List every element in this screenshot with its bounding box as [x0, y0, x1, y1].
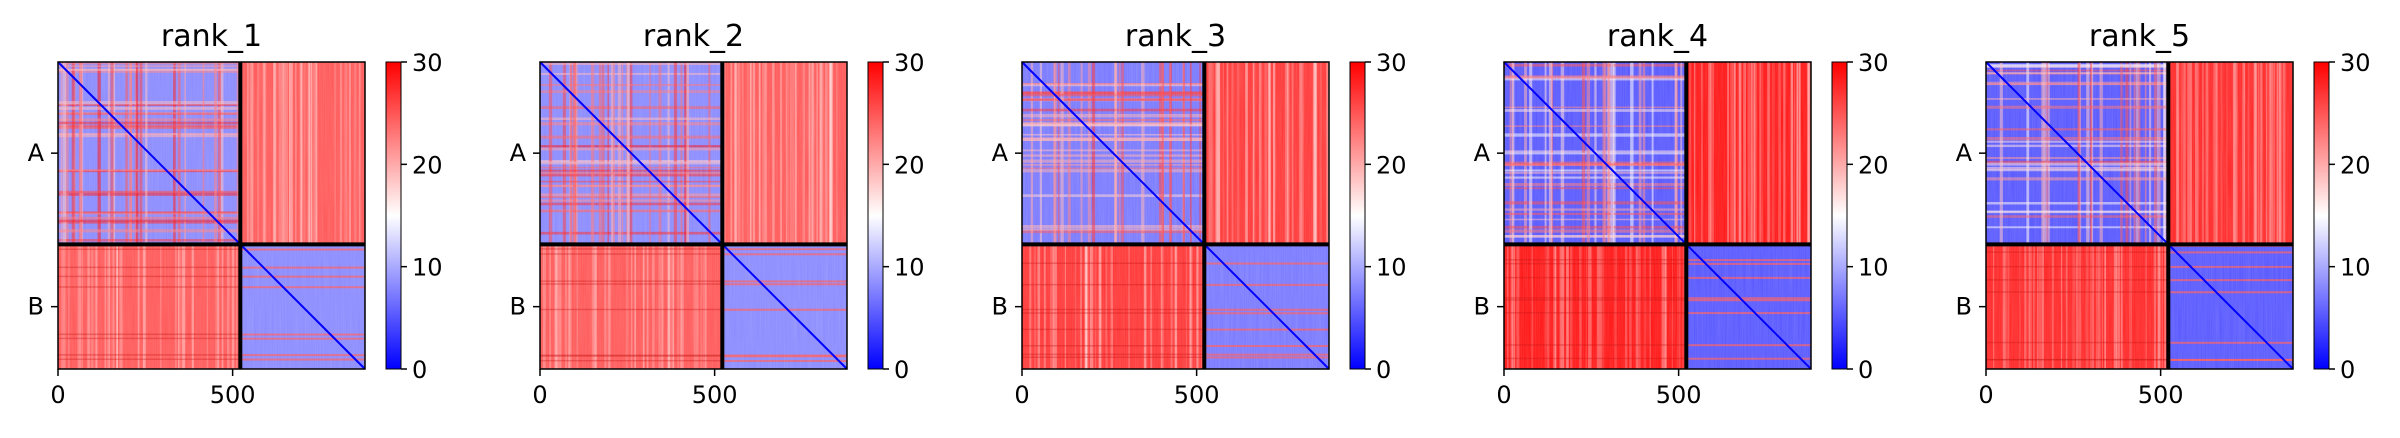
colorbar-tick-label: 20: [1858, 151, 1889, 179]
panel-title: rank_4: [1607, 19, 1708, 54]
panel-title: rank_1: [161, 19, 262, 54]
y-tick-label: A: [1956, 139, 1973, 167]
colorbar-tick-label: 20: [412, 151, 443, 179]
y-tick-label: B: [510, 293, 526, 321]
colorbar-frame: [385, 61, 402, 370]
colorbar-tick-label: 0: [1858, 356, 1873, 384]
axes-frame: [1021, 61, 1330, 370]
y-tick-label: B: [992, 293, 1008, 321]
heatmap-panel: rank_4 0 500 A B 0 10 20 30: [1474, 19, 1889, 409]
x-tick-label: 500: [1174, 381, 1220, 409]
diagonal-line: [1985, 61, 2294, 370]
axes-frame: [1503, 61, 1812, 370]
x-tick-label: 0: [532, 381, 547, 409]
colorbar-frame: [1349, 61, 1366, 370]
heatmap-panel: rank_1 0 500 A B 0 10 20 30: [28, 19, 443, 409]
colorbar-frame: [2313, 61, 2330, 370]
colorbar-tick-label: 20: [894, 151, 925, 179]
colorbar-frame: [867, 61, 884, 370]
colorbar-tick-label: 10: [894, 254, 925, 282]
x-tick-label: 0: [50, 381, 65, 409]
colorbar-tick-label: 20: [1376, 151, 1407, 179]
colorbar-tick-label: 30: [1376, 49, 1407, 77]
colorbar-tick-label: 0: [2340, 356, 2355, 384]
colorbar-tick-label: 10: [412, 254, 443, 282]
axes-frame: [539, 61, 848, 370]
x-tick-label: 500: [2138, 381, 2184, 409]
y-tick-label: A: [28, 139, 45, 167]
axes-frame: [57, 61, 366, 370]
colorbar: [1350, 62, 1365, 369]
x-tick-label: 0: [1014, 381, 1029, 409]
colorbar-tick-label: 0: [894, 356, 909, 384]
colorbar-tick-label: 10: [2340, 254, 2371, 282]
colorbar-tick-label: 30: [1858, 49, 1889, 77]
panel-title: rank_3: [1125, 19, 1226, 54]
y-tick-label: A: [1474, 139, 1491, 167]
colorbar-tick-label: 10: [1376, 254, 1407, 282]
colorbar: [868, 62, 883, 369]
colorbar-tick-label: 0: [1376, 356, 1391, 384]
y-tick-label: B: [1474, 293, 1490, 321]
colorbar-tick-label: 10: [1858, 254, 1889, 282]
colorbar-frame: [1831, 61, 1848, 370]
panel-title: rank_2: [643, 19, 744, 54]
colorbar-tick-label: 30: [894, 49, 925, 77]
x-tick-label: 0: [1496, 381, 1511, 409]
y-tick-label: A: [992, 139, 1009, 167]
heatmap-panel: rank_3 0 500 A B 0 10 20 30: [992, 19, 1407, 409]
colorbar-tick-label: 30: [412, 49, 443, 77]
y-tick-label: B: [1956, 293, 1972, 321]
y-tick-label: A: [510, 139, 527, 167]
axes-frame: [1985, 61, 2294, 370]
x-tick-label: 500: [1656, 381, 1702, 409]
diagonal-line: [1021, 61, 1330, 370]
heatmap-panel: rank_5 0 500 A B 0 10 20 30: [1956, 19, 2371, 409]
panel-title: rank_5: [2089, 19, 2190, 54]
diagonal-line: [57, 61, 366, 370]
colorbar-tick-label: 30: [2340, 49, 2371, 77]
colorbar: [1832, 62, 1847, 369]
diagonal-line: [1503, 61, 1812, 370]
y-tick-label: B: [28, 293, 44, 321]
colorbar: [386, 62, 401, 369]
colorbar: [2314, 62, 2329, 369]
heatmap-panel: rank_2 0 500 A B 0 10 20 30: [510, 19, 925, 409]
diagonal-line: [539, 61, 848, 370]
colorbar-tick-label: 20: [2340, 151, 2371, 179]
x-tick-label: 0: [1978, 381, 1993, 409]
x-tick-label: 500: [692, 381, 738, 409]
colorbar-tick-label: 0: [412, 356, 427, 384]
x-tick-label: 500: [210, 381, 256, 409]
